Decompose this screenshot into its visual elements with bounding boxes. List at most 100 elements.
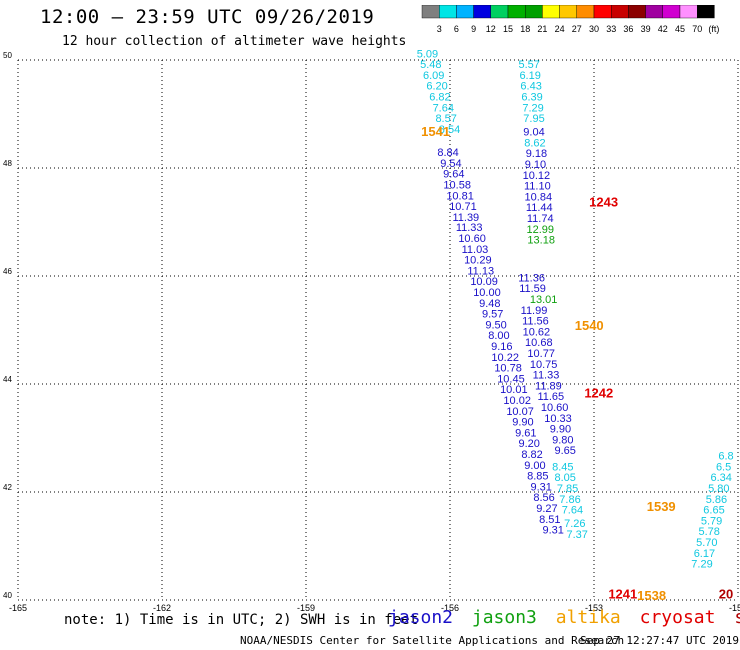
wave-height-label-jason2: 10.02 xyxy=(503,395,531,407)
wave-height-label-jason2: 10.60 xyxy=(458,233,486,245)
wave-height-label-jason2: 10.45 xyxy=(497,373,525,385)
wave-height-label-jason2: 9.04 xyxy=(523,127,544,139)
chart-title: 12:00 – 23:59 UTC 09/26/2019 xyxy=(40,6,375,28)
wave-height-label-jason2: 10.29 xyxy=(464,255,492,267)
wave-height-label-jason2: 9.50 xyxy=(485,319,506,331)
wave-height-label-altika: 7.26 xyxy=(564,518,585,530)
pass-time-label: 1538 xyxy=(637,588,666,603)
wave-height-label-jason2: 10.78 xyxy=(494,363,522,375)
pass-time-label: 1241 xyxy=(608,586,637,601)
wave-height-label-altika: 6.65 xyxy=(703,505,724,517)
wave-height-label-jason2: 11.89 xyxy=(535,380,562,392)
wave-height-label-jason2: 10.84 xyxy=(525,191,553,203)
wave-height-label-jason2: 9.27 xyxy=(536,503,557,515)
wave-height-label-jason2: 9.65 xyxy=(554,445,575,457)
colorbar-unit: (ft) xyxy=(708,24,719,34)
wave-height-label-altika: 8.57 xyxy=(435,113,456,125)
colorbar-tick-label: 30 xyxy=(589,24,599,34)
wave-height-label-jason2: 10.75 xyxy=(530,359,558,371)
wave-height-label-jason2: 9.90 xyxy=(550,424,571,436)
wave-height-label-jason2: 10.68 xyxy=(525,337,553,349)
wave-height-label-jason2: 11.74 xyxy=(527,213,554,225)
colorbar-tick-label: 36 xyxy=(623,24,633,34)
wave-height-label-jason2: 11.13 xyxy=(467,265,494,277)
wave-height-label-altika: 8.45 xyxy=(552,461,573,473)
wave-height-label-jason2: 8.56 xyxy=(533,492,554,504)
wave-height-colorbar: 3 6 9 12 15 18 21 24 27 30 33 36 39 42 45 70 (ft) xyxy=(421,5,719,34)
legend-jason3: jason3 xyxy=(471,607,537,628)
wave-height-label-altika: 6.34 xyxy=(710,472,731,484)
wave-height-label-jason2: 10.77 xyxy=(527,348,555,360)
wave-height-label-altika: 5.80 xyxy=(708,483,729,495)
wave-height-label-jason2: 9.00 xyxy=(524,460,545,472)
wave-height-label-jason2: 8.84 xyxy=(437,147,458,159)
wave-height-label-jason2: 9.31 xyxy=(542,525,563,537)
wave-height-label-altika: 7.64 xyxy=(562,505,583,517)
colorbar-tick-label: 45 xyxy=(675,24,685,34)
credit-text: NOAA/NESDIS Center for Satellite Applica… xyxy=(240,634,625,647)
wave-height-label-jason2: 9.48 xyxy=(479,298,500,310)
timestamp-text: Sep 27 12:27:47 UTC 2019 xyxy=(580,634,739,647)
pass-time-label: 1541 xyxy=(421,124,450,139)
wave-height-label-altika: 5.70 xyxy=(696,537,717,549)
wave-height-label-jason2: 9.57 xyxy=(482,309,503,321)
wave-height-label-jason2: 9.31 xyxy=(530,481,551,493)
colorbar-tick-label: 9 xyxy=(471,24,476,34)
wave-height-label-jason2: 10.00 xyxy=(473,287,501,299)
wave-height-label-jason2: 11.33 xyxy=(456,222,483,234)
wave-height-label-jason2: 10.62 xyxy=(523,326,551,338)
wave-height-label-jason2: 9.80 xyxy=(552,434,573,446)
wave-height-label-jason2: 10.01 xyxy=(500,384,528,396)
wave-height-label-altika: 6.19 xyxy=(519,70,540,82)
pass-time-label: 1539 xyxy=(647,499,676,514)
wave-height-label-altika: 5.09 xyxy=(417,48,438,60)
legend-altika: altika xyxy=(555,607,621,628)
legend-jason2: jason2 xyxy=(388,607,454,628)
wave-height-label-jason2: 10.22 xyxy=(491,352,519,364)
colorbar-tick-label: 15 xyxy=(503,24,513,34)
wave-height-label-jason2: 9.90 xyxy=(512,417,533,429)
chart-subtitle: 12 hour collection of altimeter wave hei… xyxy=(62,34,407,49)
wave-height-label-altika: 8.62 xyxy=(524,137,545,149)
wave-height-label-altika: 7.85 xyxy=(557,483,578,495)
wave-height-label-altika: 6.17 xyxy=(694,548,715,560)
wave-height-label-jason2: 11.39 xyxy=(452,212,479,224)
pass-time-label: 1540 xyxy=(575,318,604,333)
wave-height-label-jason2: 11.56 xyxy=(522,316,549,328)
wave-height-label-jason2: 9.16 xyxy=(491,341,512,353)
wave-height-label-jason2: 8.82 xyxy=(521,449,542,461)
colorbar-tick-label: 33 xyxy=(606,24,616,34)
wave-height-label-jason2: 11.36 xyxy=(518,272,545,284)
wave-height-label-jason2: 8.85 xyxy=(527,471,548,483)
colorbar-tick-label: 6 xyxy=(454,24,459,34)
wave-height-label-jason2: 10.71 xyxy=(449,201,477,213)
pass-time-label: 20 xyxy=(719,586,733,601)
wave-height-label-jason2: 10.58 xyxy=(443,180,471,192)
wave-height-label-altika: 7.64 xyxy=(433,102,454,114)
x-tick-label: -159 xyxy=(297,603,315,613)
wave-height-label-altika: 6.20 xyxy=(426,81,447,93)
x-tick-label: -150 xyxy=(729,603,740,613)
wave-height-label-altika: 6.8 xyxy=(718,451,733,463)
y-tick-label: 42 xyxy=(3,483,12,492)
wave-height-label-jason2: 11.10 xyxy=(524,181,551,193)
wave-height-label-altika: 8.05 xyxy=(554,472,575,484)
y-tick-label: 48 xyxy=(3,159,12,168)
wave-height-label-jason2: 11.59 xyxy=(519,283,546,295)
satellite-legend: jason2 jason3 altika cryosat s3a xyxy=(388,607,740,628)
y-tick-label: 50 xyxy=(3,51,12,60)
wave-height-label-altika: 7.29 xyxy=(691,559,712,571)
colorbar-tick-label: 70 xyxy=(692,24,702,34)
y-tick-label: 44 xyxy=(3,375,12,384)
wave-height-label-jason2: 11.44 xyxy=(526,202,553,214)
wave-height-label-jason2: 11.03 xyxy=(462,244,489,256)
legend-cryosat: cryosat xyxy=(639,607,716,628)
x-tick-label: -162 xyxy=(153,603,171,613)
wave-height-label-altika: 6.5 xyxy=(716,461,731,473)
wave-height-label-jason2: 9.10 xyxy=(525,159,546,171)
wave-height-label-altika: 7.29 xyxy=(522,102,543,114)
x-tick-label: -153 xyxy=(585,603,603,613)
wave-height-label-altika: 5.48 xyxy=(420,59,441,71)
wave-height-label-jason2: 9.54 xyxy=(440,158,461,170)
wave-height-label-jason2: 9.18 xyxy=(526,148,547,160)
